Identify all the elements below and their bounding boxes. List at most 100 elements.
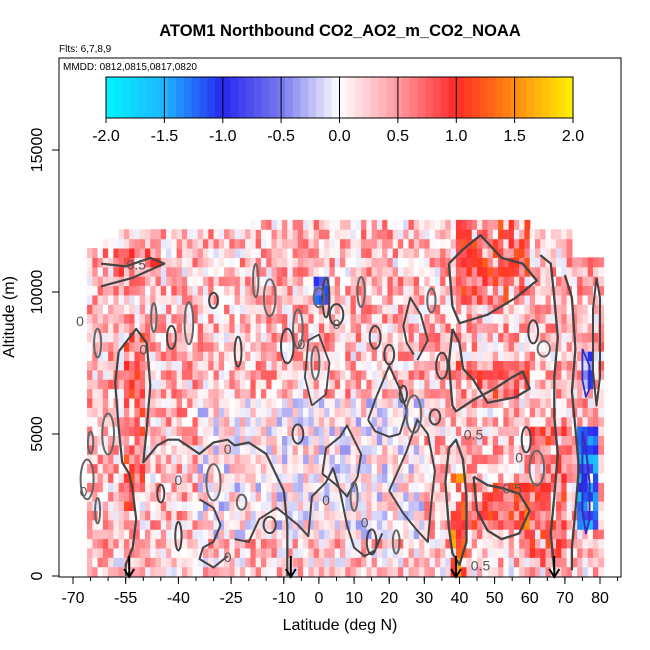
heatmap-cell: [535, 435, 541, 446]
heatmap-cell: [171, 360, 178, 371]
heatmap-cell: [150, 304, 157, 315]
heatmap-cell: [471, 285, 478, 296]
heatmap-cell: [102, 426, 109, 437]
heatmap-cell: [334, 397, 341, 408]
heatmap-cell: [503, 426, 510, 437]
heatmap-cell: [361, 538, 367, 549]
heatmap-cell: [598, 510, 605, 521]
heatmap-cell: [419, 547, 425, 558]
heatmap-cell: [255, 566, 262, 577]
heatmap-cell: [97, 285, 104, 296]
heatmap-cell: [224, 454, 230, 465]
heatmap-cell: [445, 566, 452, 577]
heatmap-cell: [250, 538, 257, 549]
heatmap-cell: [208, 388, 215, 399]
heatmap-cell: [440, 472, 447, 483]
heatmap-cell: [492, 444, 499, 455]
heatmap-cell: [282, 454, 288, 465]
heatmap-cell: [556, 416, 562, 427]
contour-blob: [365, 528, 378, 556]
heatmap-cell: [392, 566, 399, 577]
heatmap-cell: [113, 491, 120, 502]
heatmap-cell: [392, 332, 399, 343]
colorbar-swatch: [456, 77, 465, 118]
heatmap-cell: [334, 219, 341, 230]
heatmap-cell: [145, 491, 151, 502]
heatmap-cell: [245, 313, 252, 324]
heatmap-cell: [229, 379, 236, 390]
heatmap-cell: [592, 510, 599, 521]
heatmap-cell: [123, 322, 130, 333]
colorbar-tick-label: -1.0: [209, 128, 237, 145]
heatmap-cell: [592, 322, 599, 333]
heatmap-cell: [424, 557, 431, 568]
heatmap-cell: [571, 397, 578, 408]
heatmap-cell: [213, 294, 220, 305]
heatmap-cell: [292, 313, 299, 324]
heatmap-cell: [197, 557, 204, 568]
heatmap-cell: [266, 519, 273, 530]
heatmap-cell: [329, 444, 336, 455]
contour-line: [117, 327, 289, 576]
heatmap-cells: [87, 219, 605, 577]
heatmap-cell: [366, 266, 373, 277]
heatmap-cell: [498, 501, 504, 511]
heatmap-cell: [524, 529, 531, 540]
heatmap-cell: [387, 322, 394, 333]
heatmap-cell: [313, 313, 320, 324]
heatmap-cell: [150, 360, 157, 371]
heatmap-cell: [376, 444, 383, 455]
heatmap-cell: [197, 426, 204, 437]
heatmap-cell: [477, 379, 483, 390]
heatmap-cell: [535, 566, 541, 577]
heatmap-cell: [150, 463, 157, 474]
heatmap-cell: [345, 566, 352, 577]
heatmap-cell: [155, 322, 162, 333]
heatmap-cell: [434, 426, 441, 437]
heatmap-cell: [598, 557, 605, 568]
heatmap-cell: [303, 482, 309, 493]
heatmap-cell: [477, 435, 483, 446]
heatmap-cell: [181, 557, 188, 568]
heatmap-cell: [239, 529, 246, 540]
heatmap-cell: [508, 229, 515, 240]
heatmap-cell: [450, 501, 457, 511]
heatmap-cell: [113, 557, 120, 568]
heatmap-cell: [276, 219, 283, 230]
heatmap-cell: [355, 491, 362, 502]
heatmap-cell: [392, 482, 399, 493]
heatmap-cell: [208, 426, 215, 437]
heatmap-cell: [134, 547, 141, 558]
heatmap-cell: [192, 257, 199, 268]
heatmap-cell: [540, 435, 547, 446]
heatmap-cell: [282, 247, 288, 258]
heatmap-cell: [181, 285, 188, 296]
heatmap-cell: [519, 219, 526, 230]
heatmap-cell: [361, 407, 367, 418]
heatmap-cell: [556, 229, 562, 240]
heatmap-cell: [424, 219, 431, 230]
heatmap-cell: [529, 238, 536, 249]
heatmap-cell: [513, 304, 520, 315]
contour-blob: [349, 481, 359, 512]
heatmap-cell: [419, 332, 425, 343]
heatmap-cell: [545, 435, 552, 446]
heatmap-cell: [461, 416, 468, 427]
heatmap-cell: [155, 510, 162, 521]
heatmap-cell: [229, 266, 236, 277]
heatmap-cell: [260, 454, 267, 465]
heatmap-cell: [176, 426, 183, 437]
heatmap-cell: [361, 341, 367, 352]
heatmap-cell: [282, 294, 288, 305]
heatmap-cell: [166, 266, 172, 277]
heatmap-cell: [282, 257, 288, 268]
heatmap-cell: [229, 510, 236, 521]
heatmap-cell: [350, 491, 357, 502]
heatmap-cell: [577, 285, 584, 296]
heatmap-cell: [166, 510, 172, 521]
heatmap-cell: [224, 426, 230, 437]
heatmap-cell: [382, 304, 389, 315]
heatmap-cell: [308, 472, 315, 483]
heatmap-cell: [329, 407, 336, 418]
heatmap-cell: [334, 257, 341, 268]
